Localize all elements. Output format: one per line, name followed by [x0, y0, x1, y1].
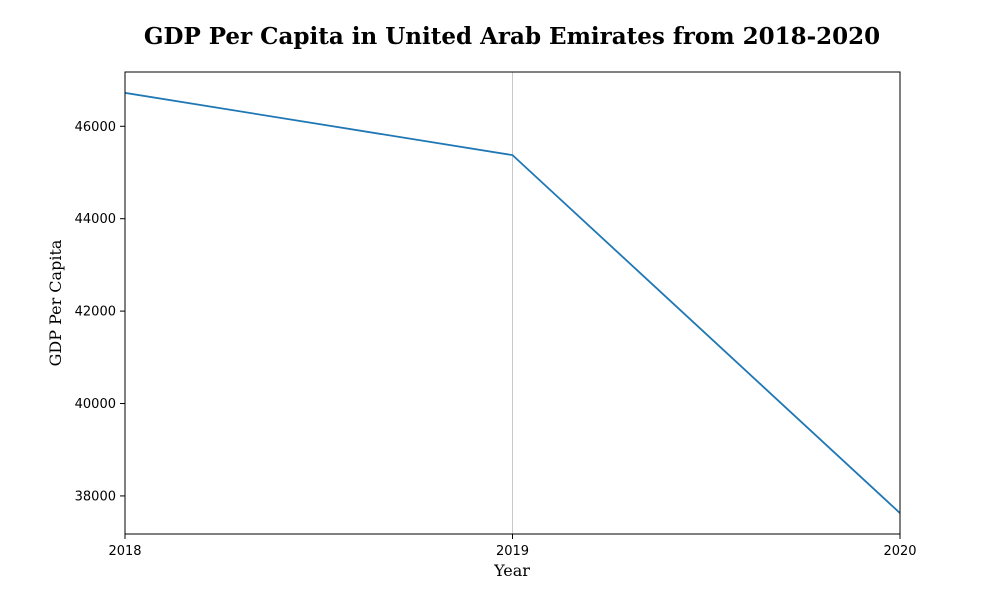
- x-axis-label: Year: [493, 561, 530, 580]
- x-tick-label: 2018: [108, 544, 141, 559]
- y-axis-ticks: 38000 40000 42000 44000 46000: [75, 120, 125, 504]
- y-tick-label: 40000: [75, 397, 116, 412]
- y-tick-label: 46000: [75, 120, 116, 135]
- y-axis-label: GDP Per Capita: [46, 239, 65, 366]
- y-tick-label: 44000: [75, 212, 116, 227]
- series-line-1: [124, 92, 901, 514]
- chart-title: GDP Per Capita in United Arab Emirates f…: [144, 23, 880, 50]
- series-layer: [124, 92, 901, 514]
- x-tick-label: 2020: [883, 544, 916, 559]
- y-tick-label: 38000: [75, 489, 116, 504]
- x-tick-label: 2019: [496, 544, 529, 559]
- x-axis-ticks: 2018 2019 2020: [108, 534, 917, 559]
- y-tick-label: 42000: [75, 305, 116, 320]
